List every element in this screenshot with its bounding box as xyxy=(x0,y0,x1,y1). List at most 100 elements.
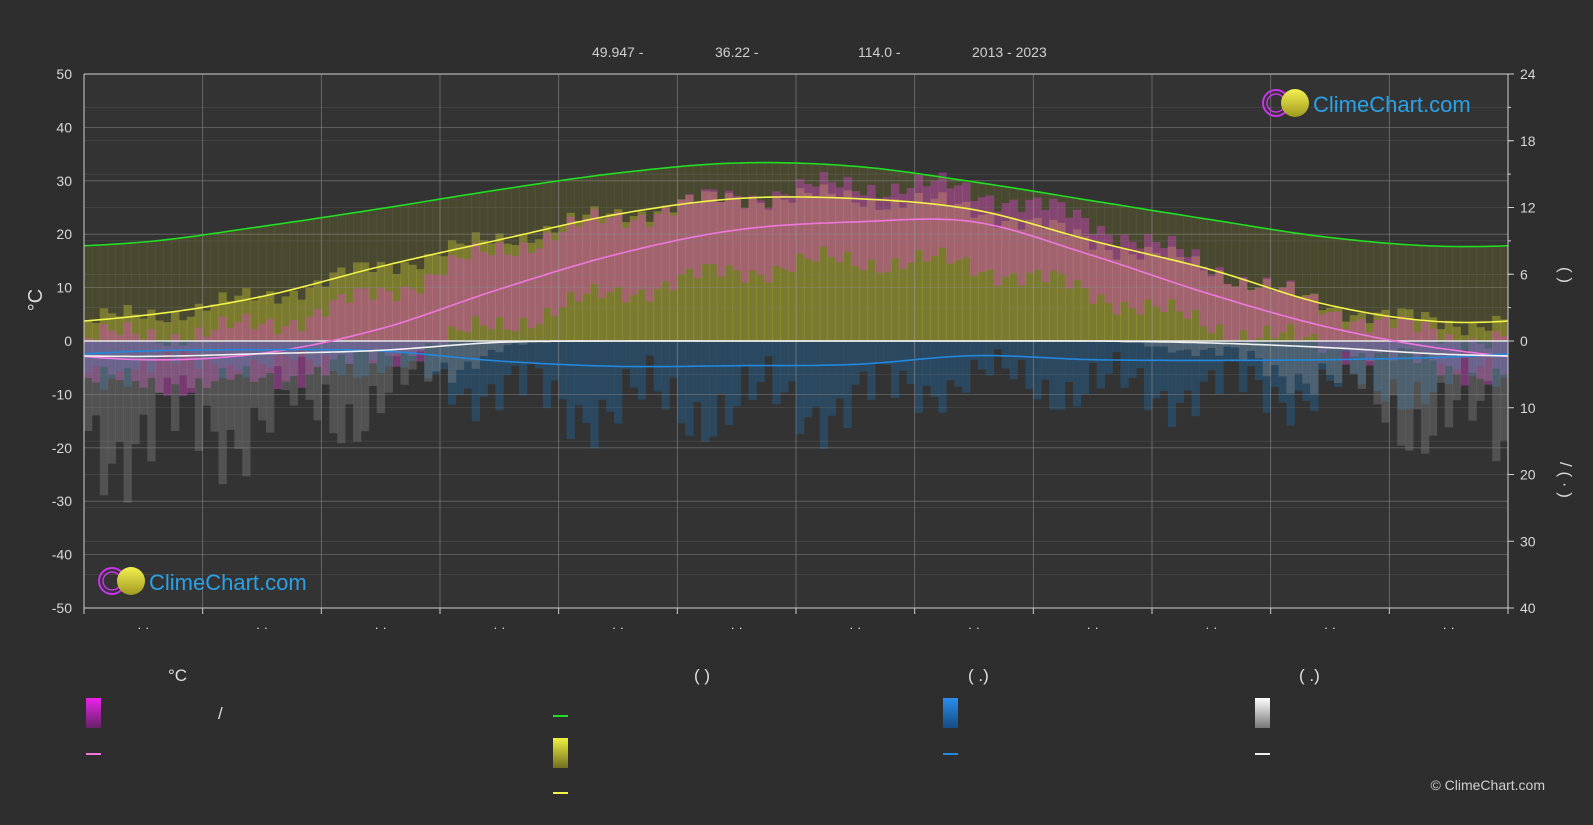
rain-bar xyxy=(1349,341,1359,374)
daylight-bar xyxy=(629,171,639,341)
sunshine-bar xyxy=(946,206,955,341)
rain-bar xyxy=(1207,341,1216,371)
rain-bar xyxy=(471,341,480,422)
rain-bar xyxy=(898,341,908,371)
daylight-bar xyxy=(621,172,631,341)
temperature-bar xyxy=(1326,311,1335,350)
daylight-bar xyxy=(1207,219,1216,341)
rain-bar xyxy=(954,341,963,387)
rain-bar xyxy=(1064,341,1074,383)
daylight-bar xyxy=(1239,224,1248,341)
rain-bar xyxy=(1009,341,1018,380)
daylight-bar xyxy=(677,166,686,341)
rain-bar xyxy=(740,341,749,366)
temperature-bar xyxy=(1199,266,1208,327)
daylight-bar xyxy=(740,162,749,341)
temperature-bar xyxy=(384,291,393,356)
daylight-bar xyxy=(186,236,196,341)
snow-bar xyxy=(1207,341,1216,349)
rain-bar xyxy=(1183,341,1192,391)
rain-bar xyxy=(131,341,140,370)
sunshine-bar xyxy=(1365,323,1374,341)
sunshine-bar xyxy=(740,208,749,341)
temperature-bar xyxy=(764,207,773,283)
rain-bar xyxy=(321,341,330,356)
rain-bar xyxy=(550,341,560,381)
rain-bar xyxy=(1072,341,1082,407)
daylight-bar xyxy=(930,176,939,341)
snow-bar xyxy=(91,341,101,416)
rain-bar xyxy=(1294,341,1303,391)
daylight-bar xyxy=(447,197,457,341)
temperature-bar xyxy=(898,193,908,269)
daylight-bar xyxy=(455,195,465,341)
daylight-bar xyxy=(1136,208,1145,341)
rain-bar xyxy=(503,341,512,376)
daylight-bar xyxy=(432,199,441,341)
rain-bar xyxy=(883,341,892,365)
rain-bar xyxy=(914,341,923,413)
rain-bar xyxy=(258,341,267,364)
snow-bar xyxy=(352,341,362,442)
temperature-bar xyxy=(250,328,259,382)
daylight-bar xyxy=(1262,228,1272,341)
sunshine-bar xyxy=(1041,228,1050,341)
rain-bar xyxy=(772,341,781,405)
sunshine-bar xyxy=(1357,312,1366,341)
temperature-bar xyxy=(1428,328,1438,361)
daylight-bar xyxy=(827,164,836,341)
daylight-bar xyxy=(511,187,520,341)
sunshine-bar xyxy=(147,309,156,341)
snow-bar xyxy=(463,341,473,362)
temperature-bar xyxy=(1175,248,1185,312)
daylight-bar xyxy=(1405,244,1414,341)
daylight-bar xyxy=(661,167,670,341)
rain-bar xyxy=(985,341,995,376)
sunshine-bar xyxy=(835,198,844,341)
sunshine-bar xyxy=(1136,259,1145,341)
daylight-bar xyxy=(685,165,694,341)
sunshine-bar xyxy=(186,316,196,341)
snow-bar xyxy=(289,341,298,406)
temperature-bar xyxy=(716,201,726,277)
rain-bar xyxy=(843,341,852,429)
daylight-bar xyxy=(1112,204,1121,341)
snow-bar xyxy=(171,341,180,432)
temperature-bar xyxy=(234,321,243,375)
rain-bar xyxy=(1413,341,1422,382)
temperature-bar xyxy=(803,183,813,259)
header-latitude: 49.947 - xyxy=(592,44,644,60)
daylight-bar xyxy=(748,162,757,341)
temperature-bar xyxy=(637,214,647,290)
sunshine-bar xyxy=(115,316,124,341)
rain-bar xyxy=(748,341,757,400)
temperature-bar xyxy=(202,336,211,388)
sunshine-bar xyxy=(400,262,409,341)
snow-bar xyxy=(305,341,314,400)
sunshine-bar xyxy=(550,232,560,341)
temperature-bar xyxy=(1389,328,1398,361)
sunshine-bar xyxy=(440,256,449,341)
sunshine-bar xyxy=(495,233,504,341)
temperature-bar xyxy=(724,190,734,266)
daylight-bar xyxy=(1009,187,1018,341)
rain-bar xyxy=(186,341,196,354)
snow-bar xyxy=(1310,341,1319,395)
daylight-bar xyxy=(1286,232,1295,341)
rain-bar xyxy=(621,341,631,370)
temperature-bar xyxy=(1349,321,1359,357)
sunshine-bar xyxy=(1310,293,1319,341)
sunshine-bar xyxy=(693,202,702,341)
temperature-bar xyxy=(186,342,196,393)
snow-bar xyxy=(384,341,393,393)
temperature-bar xyxy=(621,227,631,303)
sunshine-bar xyxy=(867,198,876,341)
temperature-bar xyxy=(392,301,401,367)
sunshine-bar xyxy=(898,207,908,341)
rain-bar xyxy=(1333,341,1343,388)
daylight-bar xyxy=(107,244,117,341)
daylight-bar xyxy=(653,168,662,341)
rain-bar xyxy=(542,341,552,409)
snow-bar xyxy=(1428,341,1438,436)
daylight-bar xyxy=(1017,189,1026,341)
